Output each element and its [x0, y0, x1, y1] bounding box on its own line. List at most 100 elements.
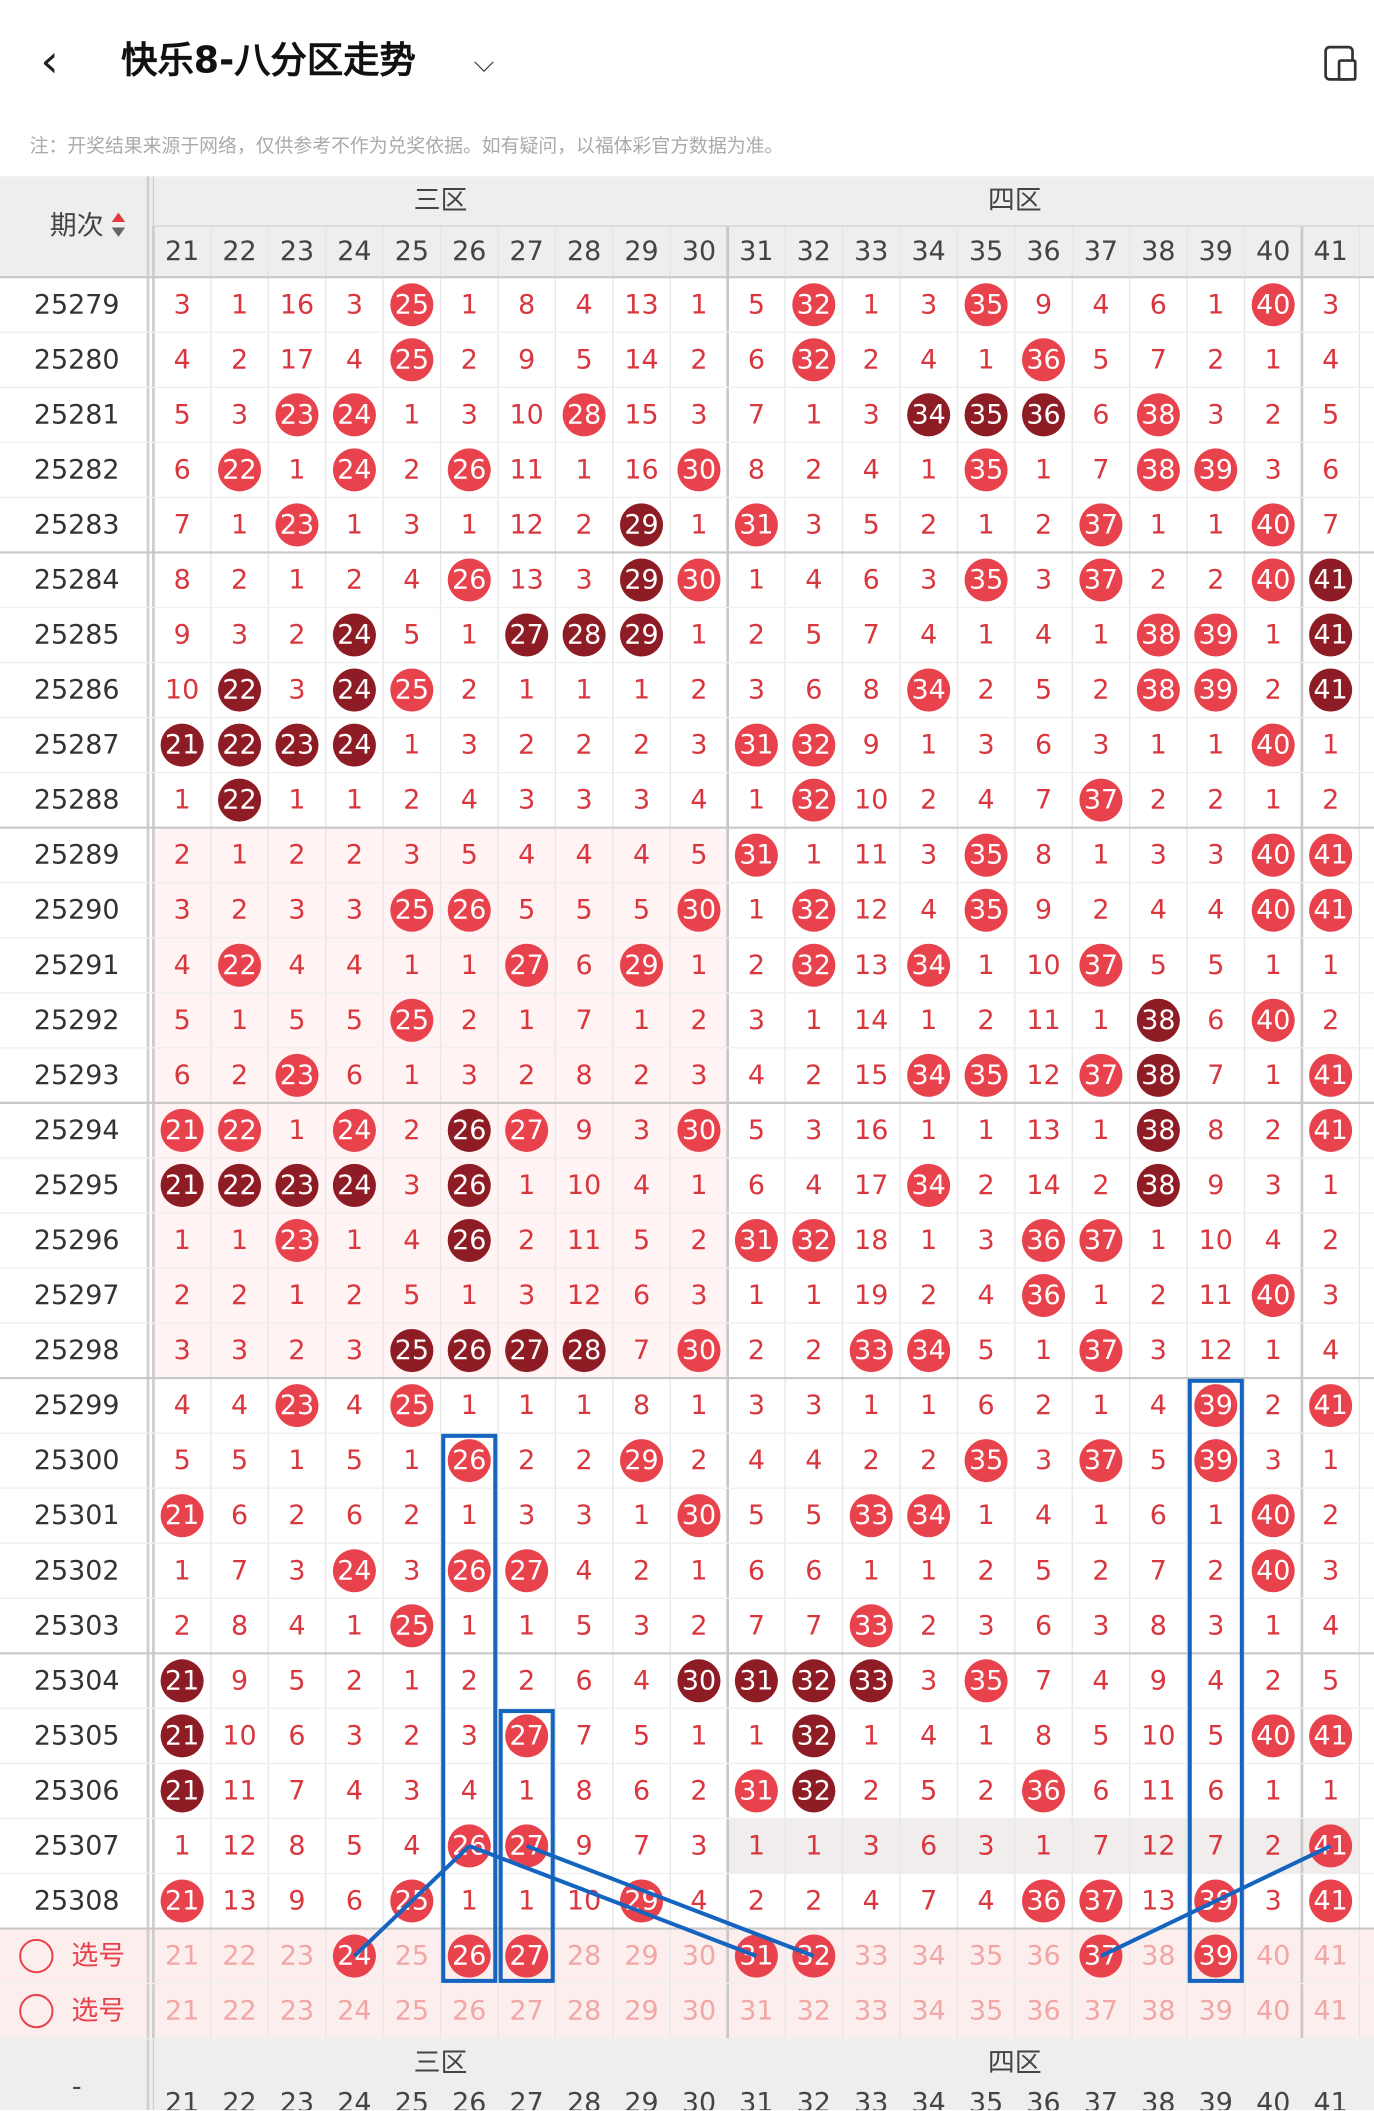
miss-count: 2: [690, 344, 707, 375]
miss-count: 1: [978, 1720, 995, 1751]
hit-ball: [1136, 998, 1180, 1042]
select-number[interactable]: 28: [567, 1941, 601, 1972]
miss-count: 5: [978, 1335, 995, 1366]
miss-count: 5: [461, 840, 478, 871]
hit-number: 33: [854, 1665, 888, 1696]
miss-count: 1: [748, 785, 765, 816]
miss-count: 2: [978, 1170, 995, 1201]
hit-number: 40: [1256, 1005, 1290, 1036]
rotate-device-icon[interactable]: [1324, 45, 1357, 81]
select-number[interactable]: 24: [337, 1996, 371, 2027]
picked-ball[interactable]: [1194, 1934, 1238, 1978]
select-number[interactable]: 21: [165, 1941, 199, 1972]
hit-number: 23: [280, 1170, 314, 1201]
miss-count: 4: [1207, 1665, 1224, 1696]
select-number[interactable]: 37: [1084, 1996, 1118, 2027]
miss-count: 1: [1265, 1335, 1282, 1366]
miss-count: 17: [280, 344, 314, 375]
chevron-left-icon[interactable]: ‹: [40, 34, 59, 89]
select-number[interactable]: 23: [280, 1941, 314, 1972]
miss-count: 1: [690, 509, 707, 540]
select-number[interactable]: 29: [624, 1996, 658, 2027]
hit-ball: [964, 1439, 1008, 1483]
select-number[interactable]: 30: [682, 1941, 716, 1972]
select-number[interactable]: 34: [912, 1996, 946, 2027]
hit-ball: [160, 1163, 204, 1207]
miss-count: 7: [1092, 1830, 1109, 1861]
hit-ball: [1194, 448, 1238, 492]
hit-ball: [1079, 943, 1123, 987]
select-number[interactable]: 36: [1026, 1941, 1060, 1972]
select-number[interactable]: 38: [1141, 1941, 1175, 1972]
miss-count: 1: [231, 1225, 248, 1256]
select-number[interactable]: 41: [1314, 1996, 1348, 2027]
miss-count: 1: [1092, 1005, 1109, 1036]
select-number[interactable]: 36: [1026, 1996, 1060, 2027]
hit-number: 32: [797, 950, 831, 981]
select-number[interactable]: 23: [280, 1996, 314, 2027]
select-number[interactable]: 33: [854, 1941, 888, 1972]
hit-ball: [1309, 1053, 1353, 1097]
select-number[interactable]: 41: [1314, 1941, 1348, 1972]
select-number[interactable]: 40: [1256, 1996, 1290, 2027]
hit-number: 22: [222, 950, 256, 981]
miss-count: 15: [854, 1060, 888, 1091]
picked-ball[interactable]: [447, 1934, 491, 1978]
hit-number: 32: [797, 1775, 831, 1806]
zone-header: 三区: [414, 185, 468, 216]
sort-up-icon[interactable]: [111, 212, 126, 223]
hit-ball: [1194, 668, 1238, 712]
select-radio[interactable]: [19, 1938, 54, 1974]
select-number[interactable]: 38: [1141, 1996, 1175, 2027]
hit-number: 41: [1314, 1886, 1348, 1917]
hit-ball: [677, 1659, 721, 1703]
select-number[interactable]: 22: [222, 1941, 256, 1972]
hit-number: 28: [567, 620, 601, 651]
miss-count: 2: [461, 675, 478, 706]
miss-count: 9: [1035, 895, 1052, 926]
select-radio[interactable]: [19, 1993, 54, 2029]
select-number[interactable]: 30: [682, 1996, 716, 2027]
sort-down-icon[interactable]: [111, 227, 126, 237]
select-number[interactable]: 31: [739, 1996, 773, 2027]
miss-count: 1: [920, 1555, 937, 1586]
column-number: 28: [567, 236, 601, 267]
miss-count: 2: [461, 344, 478, 375]
miss-count: 6: [1035, 1610, 1052, 1641]
miss-count: 3: [805, 1115, 822, 1146]
hit-number: 22: [222, 675, 256, 706]
select-number[interactable]: 35: [969, 1941, 1003, 1972]
select-number[interactable]: 22: [222, 1996, 256, 2027]
select-number[interactable]: 32: [797, 1996, 831, 2027]
miss-count: 2: [1322, 785, 1339, 816]
select-number[interactable]: 27: [510, 1996, 544, 2027]
picked-ball[interactable]: [505, 1934, 549, 1978]
miss-count: 1: [1322, 1170, 1339, 1201]
miss-count: 2: [518, 1060, 535, 1091]
select-number[interactable]: 28: [567, 1996, 601, 2027]
select-number[interactable]: 34: [912, 1941, 946, 1972]
miss-count: 4: [1150, 895, 1167, 926]
issue-number: 25307: [34, 1830, 120, 1861]
select-number[interactable]: 40: [1256, 1941, 1290, 1972]
miss-count: 1: [403, 1445, 420, 1476]
select-number[interactable]: 26: [452, 1996, 486, 2027]
miss-count: 3: [978, 1610, 995, 1641]
miss-count: 1: [518, 1170, 535, 1201]
select-number[interactable]: 29: [624, 1941, 658, 1972]
miss-count: 4: [805, 564, 822, 595]
select-number[interactable]: 35: [969, 1996, 1003, 2027]
hit-number: 37: [1084, 564, 1118, 595]
select-number[interactable]: 39: [1199, 1996, 1233, 2027]
miss-count: 2: [863, 344, 880, 375]
select-number[interactable]: 25: [395, 1941, 429, 1972]
chevron-down-icon[interactable]: ⌵: [473, 45, 495, 79]
miss-count: 1: [690, 1555, 707, 1586]
select-number[interactable]: 25: [395, 1996, 429, 2027]
column-number: 35: [969, 236, 1003, 267]
select-number[interactable]: 21: [165, 1996, 199, 2027]
select-number[interactable]: 33: [854, 1996, 888, 2027]
miss-count: 4: [576, 840, 593, 871]
miss-count: 3: [978, 1830, 995, 1861]
miss-count: 7: [576, 1720, 593, 1751]
